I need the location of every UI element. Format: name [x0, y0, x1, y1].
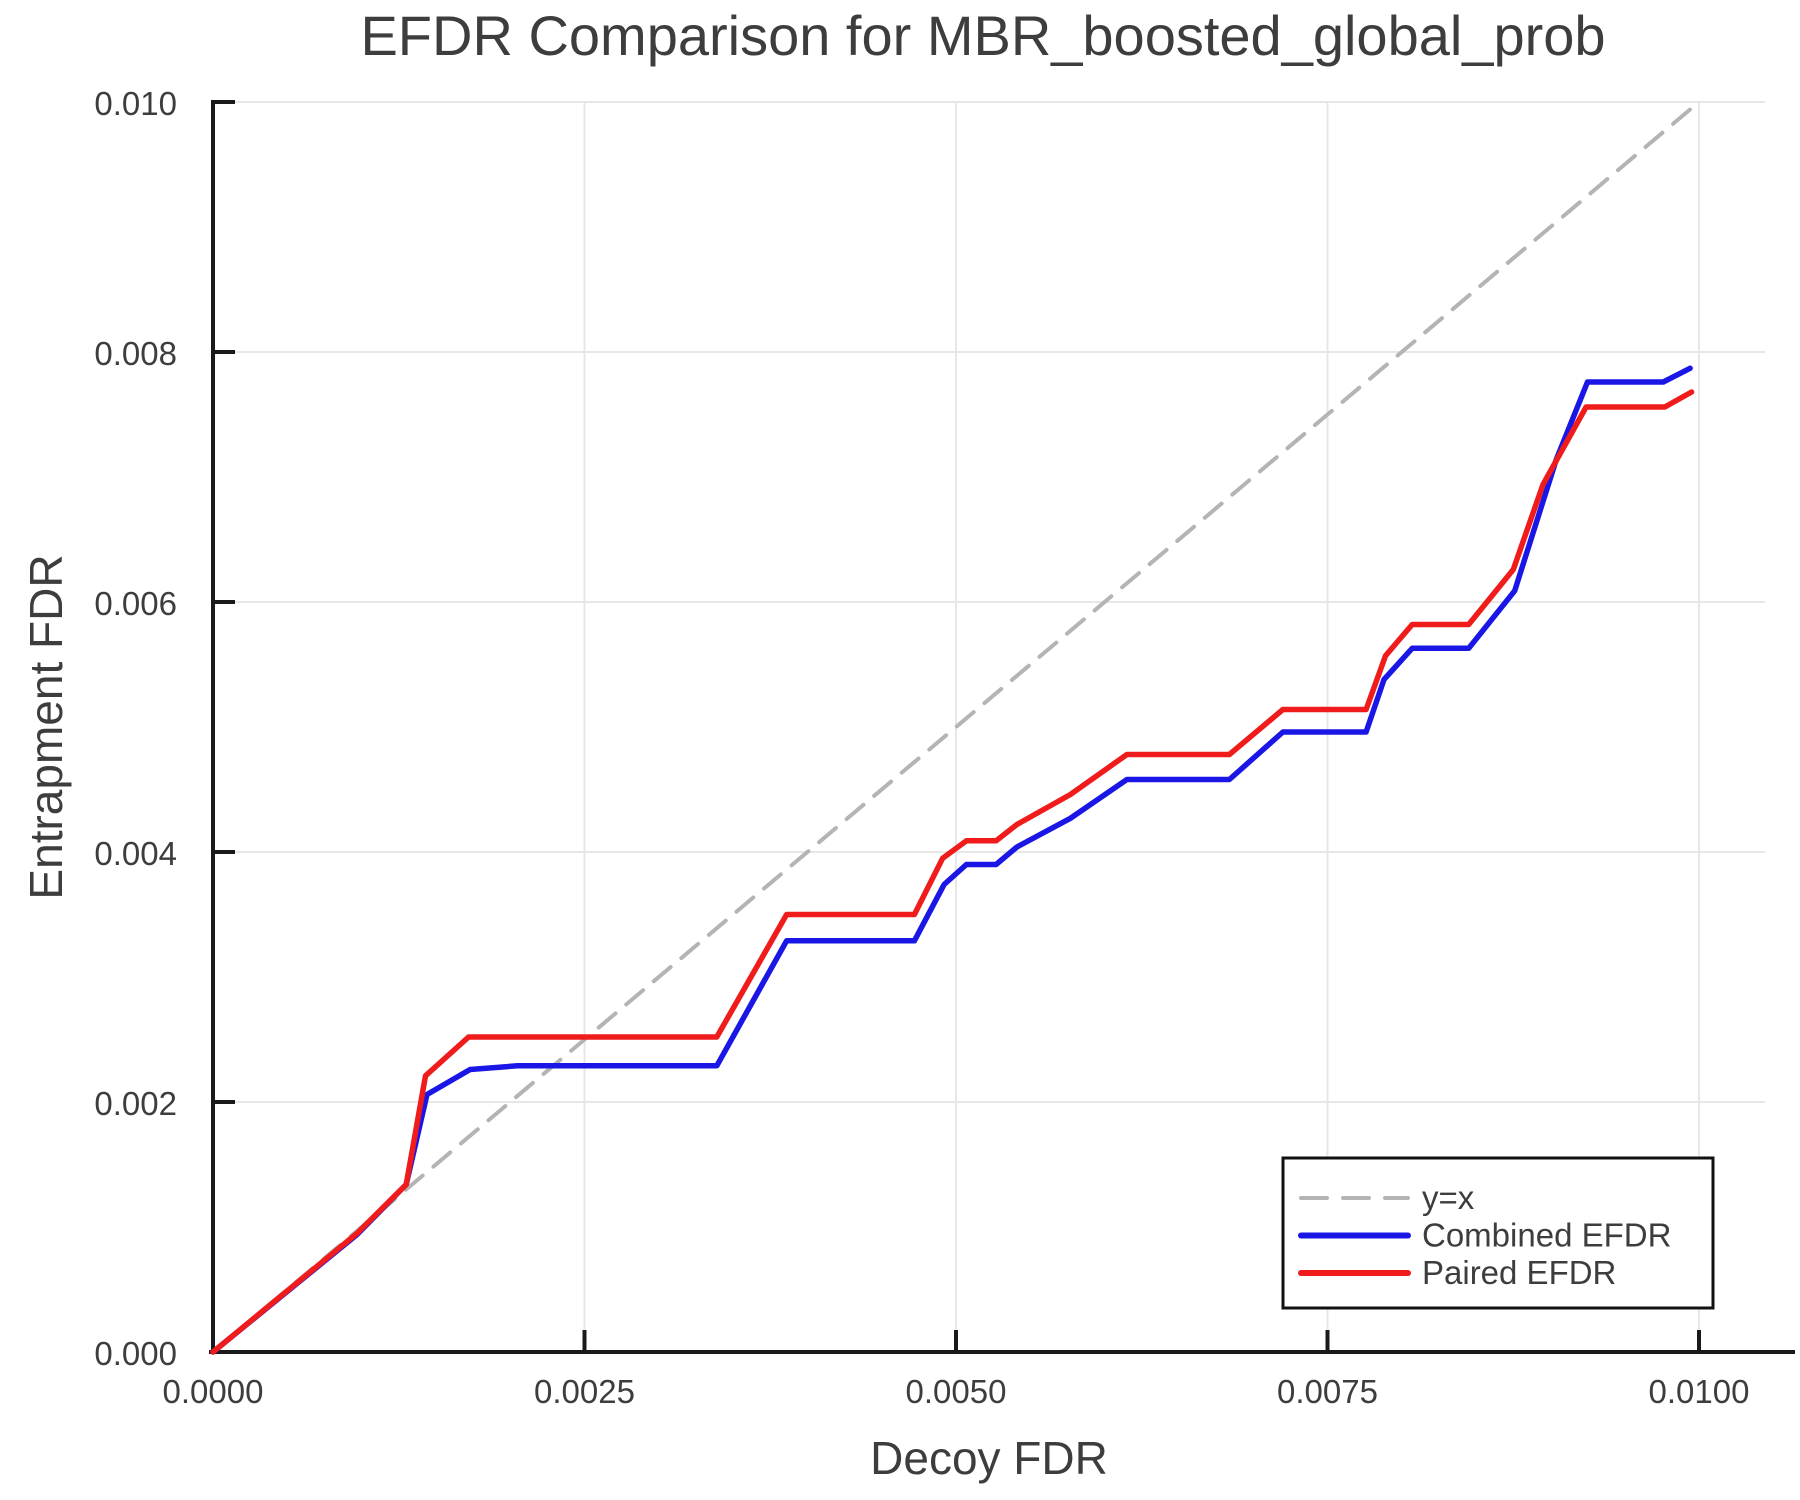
- y-tick-label: 0.002: [94, 1085, 177, 1122]
- y-tick-label: 0.004: [94, 835, 177, 872]
- chart-title: EFDR Comparison for MBR_boosted_global_p…: [360, 4, 1605, 67]
- series-y-x-line: [211, 100, 1701, 1354]
- series-lines: [210, 100, 1701, 1355]
- x-tick-label: 0.0025: [534, 1373, 635, 1410]
- x-tick-label: 0.0050: [906, 1373, 1007, 1410]
- y-tick-label: 0.000: [94, 1335, 177, 1372]
- axes: [209, 100, 1795, 1354]
- legend-label-y-x: y=x: [1422, 1179, 1475, 1216]
- legend-label-combined-efdr: Combined EFDR: [1422, 1217, 1671, 1254]
- tick-labels: 0.0000 0.0025 0.0050 0.0075 0.0100 0.000 0.002…: [94, 85, 1749, 1410]
- y-tick-label: 0.008: [94, 335, 177, 372]
- legend-label-paired-efdr: Paired EFDR: [1422, 1254, 1616, 1291]
- y-tick-label: 0.006: [94, 585, 177, 622]
- series-paired-efdr-line: [210, 389, 1695, 1355]
- y-axis-label: Entrapment FDR: [20, 554, 72, 899]
- x-axis-label: Decoy FDR: [870, 1432, 1108, 1484]
- gridlines: [213, 101, 1765, 1352]
- series-combined-efdr-line: [210, 365, 1693, 1355]
- y-tick-label: 0.010: [94, 85, 177, 122]
- x-tick-label: 0.0075: [1277, 1373, 1378, 1410]
- x-tick-label: 0.0100: [1649, 1373, 1750, 1410]
- x-tick-label: 0.0000: [163, 1373, 264, 1410]
